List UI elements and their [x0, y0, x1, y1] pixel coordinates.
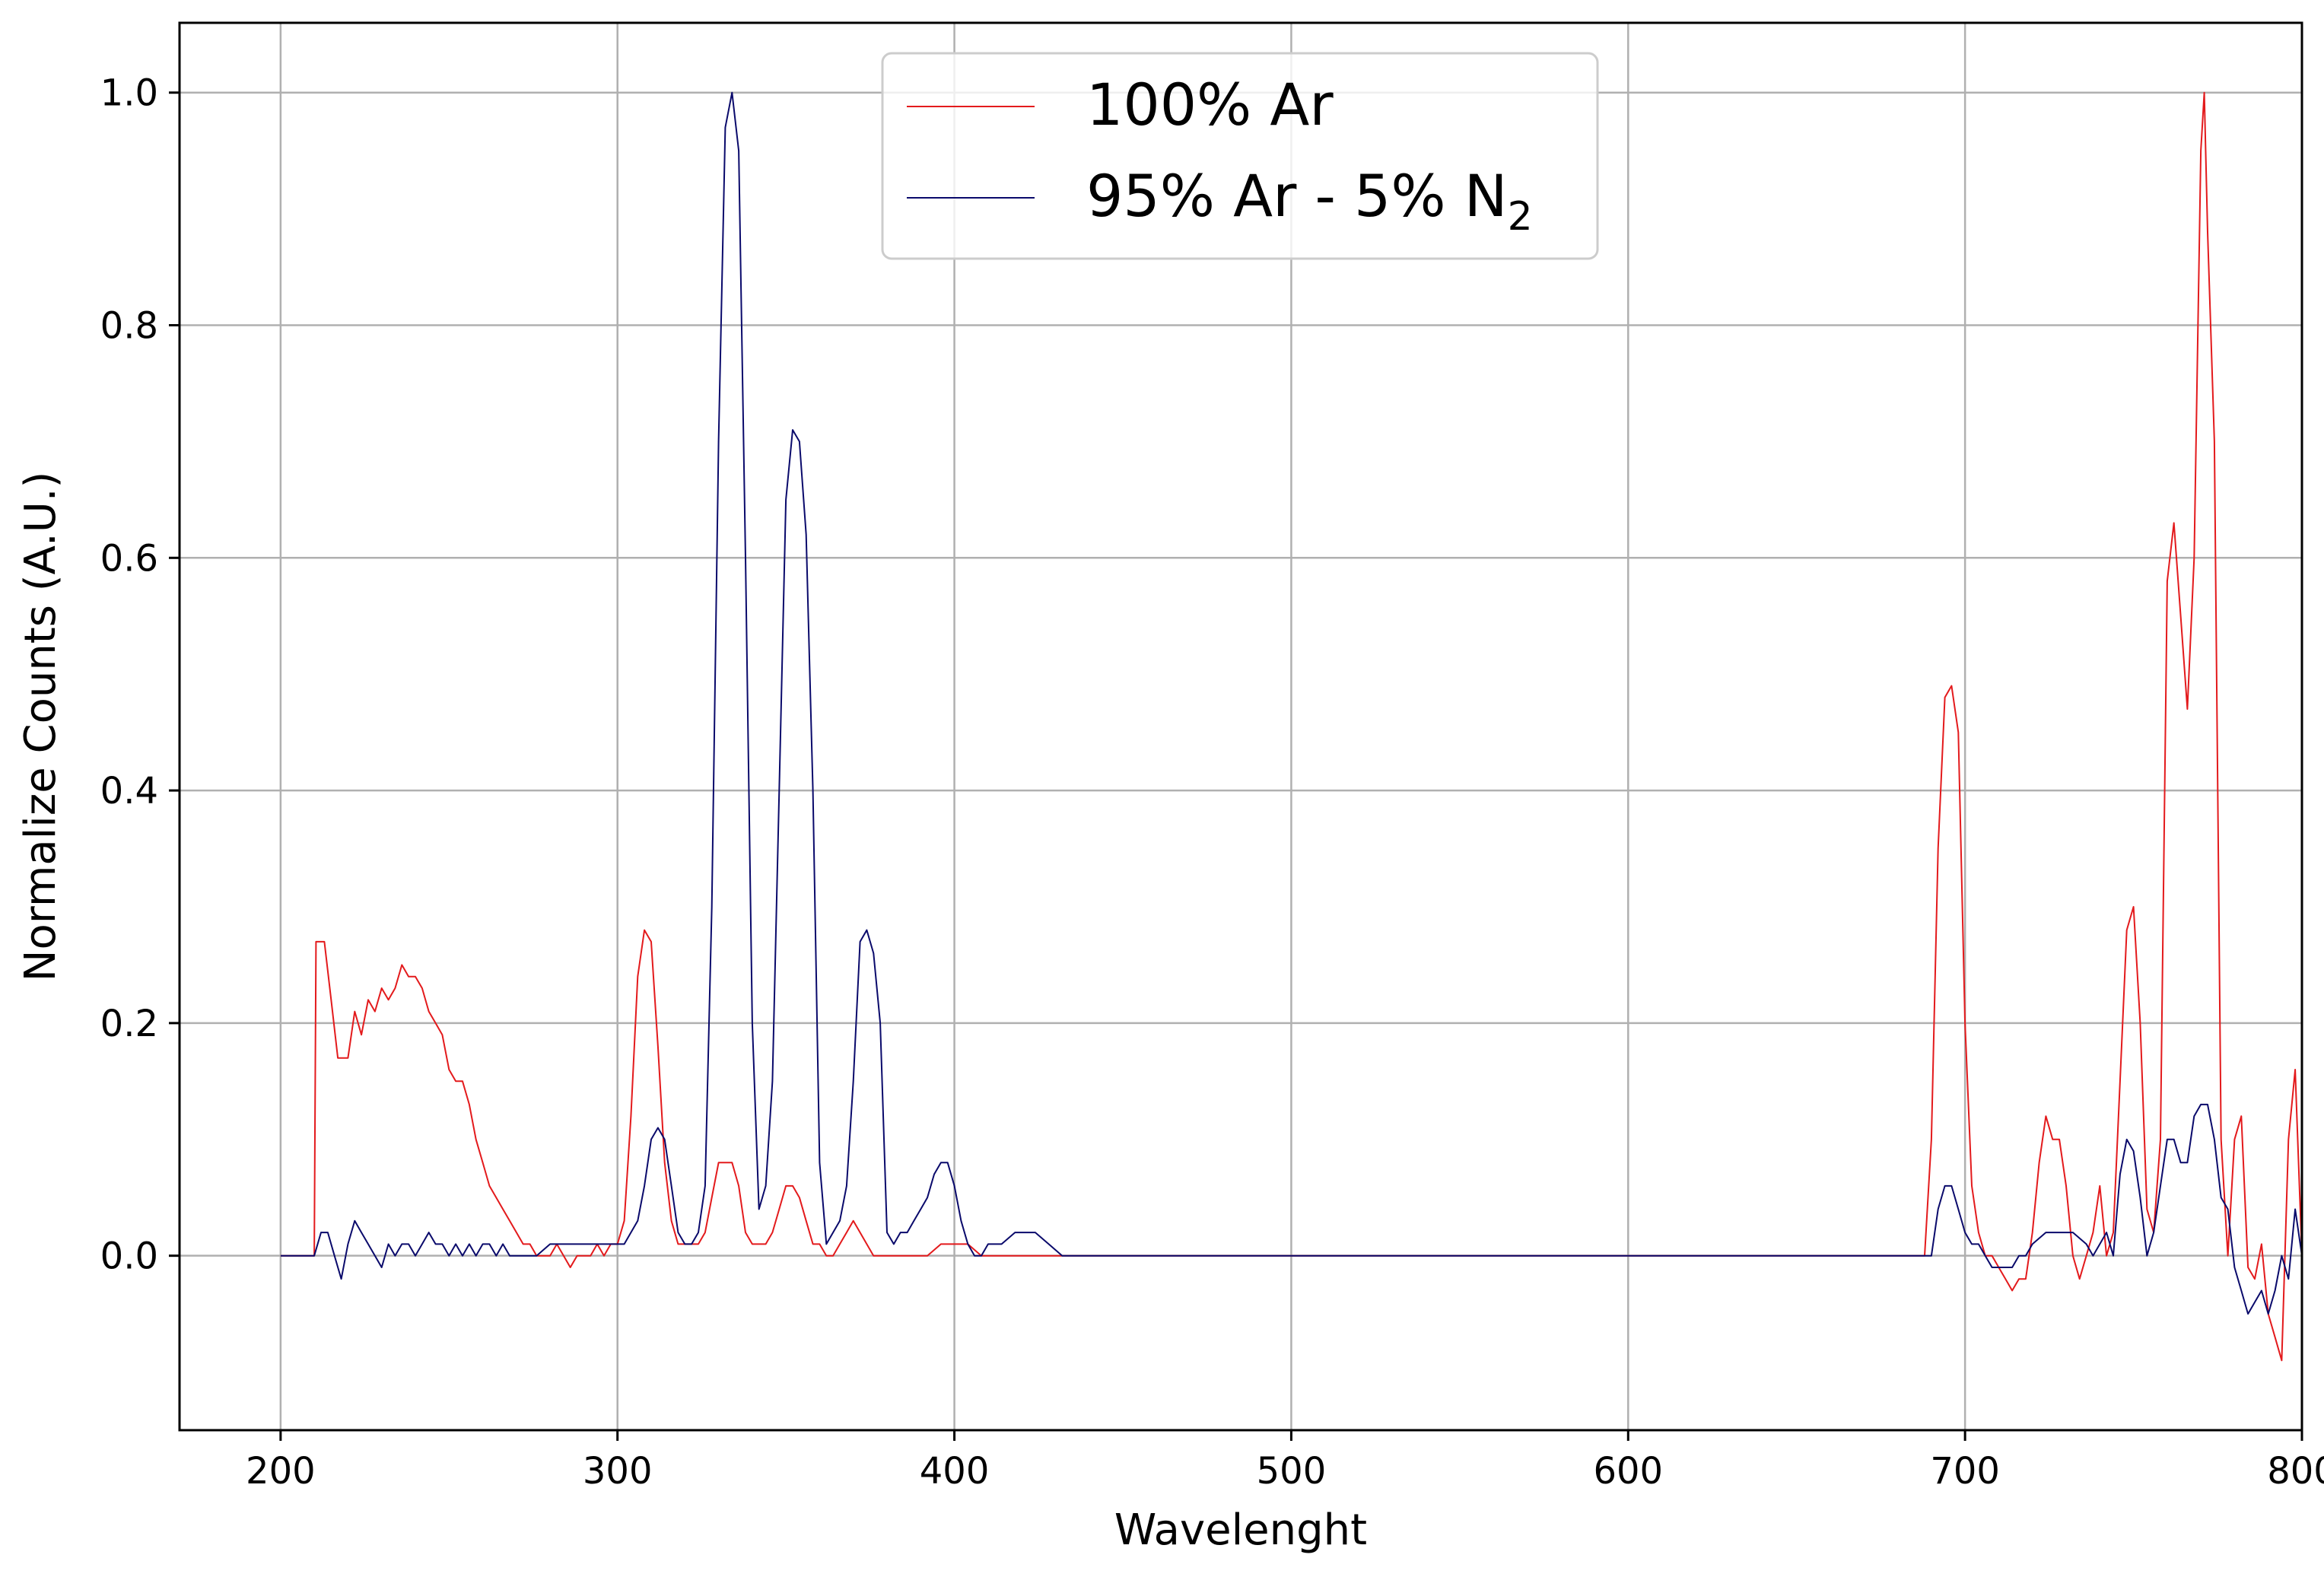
x-axis-label: Wavelenght: [1114, 1505, 1367, 1555]
plot-frame: [178, 21, 2303, 1432]
x-tick-label: 800: [2267, 1450, 2324, 1493]
x-tick-label: 200: [246, 1450, 316, 1493]
legend-box: [881, 52, 1599, 260]
y-axis-label: Normalize Counts (A.U.): [16, 472, 65, 982]
y-tick-label: 0.0: [100, 1235, 158, 1278]
y-tick-label: 1.0: [100, 72, 158, 115]
x-tick-label: 600: [1593, 1450, 1663, 1493]
legend-label-ar-n2: 95% Ar - 5% N2: [1086, 162, 1533, 240]
series-line-1: [280, 91, 2303, 1315]
x-tick-label: 700: [1930, 1450, 2000, 1493]
x-tick-label: 500: [1257, 1450, 1327, 1493]
y-tick-label: 0.2: [100, 1003, 158, 1045]
legend: 100% Ar 95% Ar - 5% N2: [881, 52, 1599, 260]
x-tick-label: 300: [583, 1450, 653, 1493]
y-tick-label: 0.8: [100, 305, 158, 348]
x-tick-label: 400: [920, 1450, 990, 1493]
ticks: 200 300 400 500 600 700 800 0.0 0.2 0.4 0.6 0.8 1.0: [100, 72, 2324, 1493]
y-tick-label: 0.6: [100, 537, 158, 580]
series-lines: [280, 91, 2303, 1362]
y-tick-label: 0.4: [100, 770, 158, 812]
series-line-0: [280, 91, 2303, 1362]
legend-label-ar: 100% Ar: [1086, 71, 1334, 138]
